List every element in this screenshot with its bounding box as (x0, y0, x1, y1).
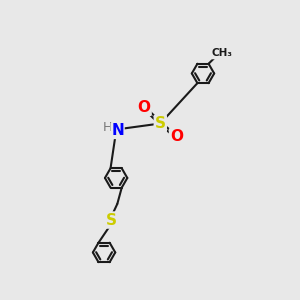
Text: CH₃: CH₃ (211, 48, 232, 59)
Text: O: O (170, 129, 183, 144)
Text: H: H (103, 122, 112, 134)
Text: S: S (155, 116, 166, 131)
Text: S: S (106, 213, 117, 228)
Text: N: N (111, 123, 124, 138)
Text: O: O (138, 100, 151, 115)
